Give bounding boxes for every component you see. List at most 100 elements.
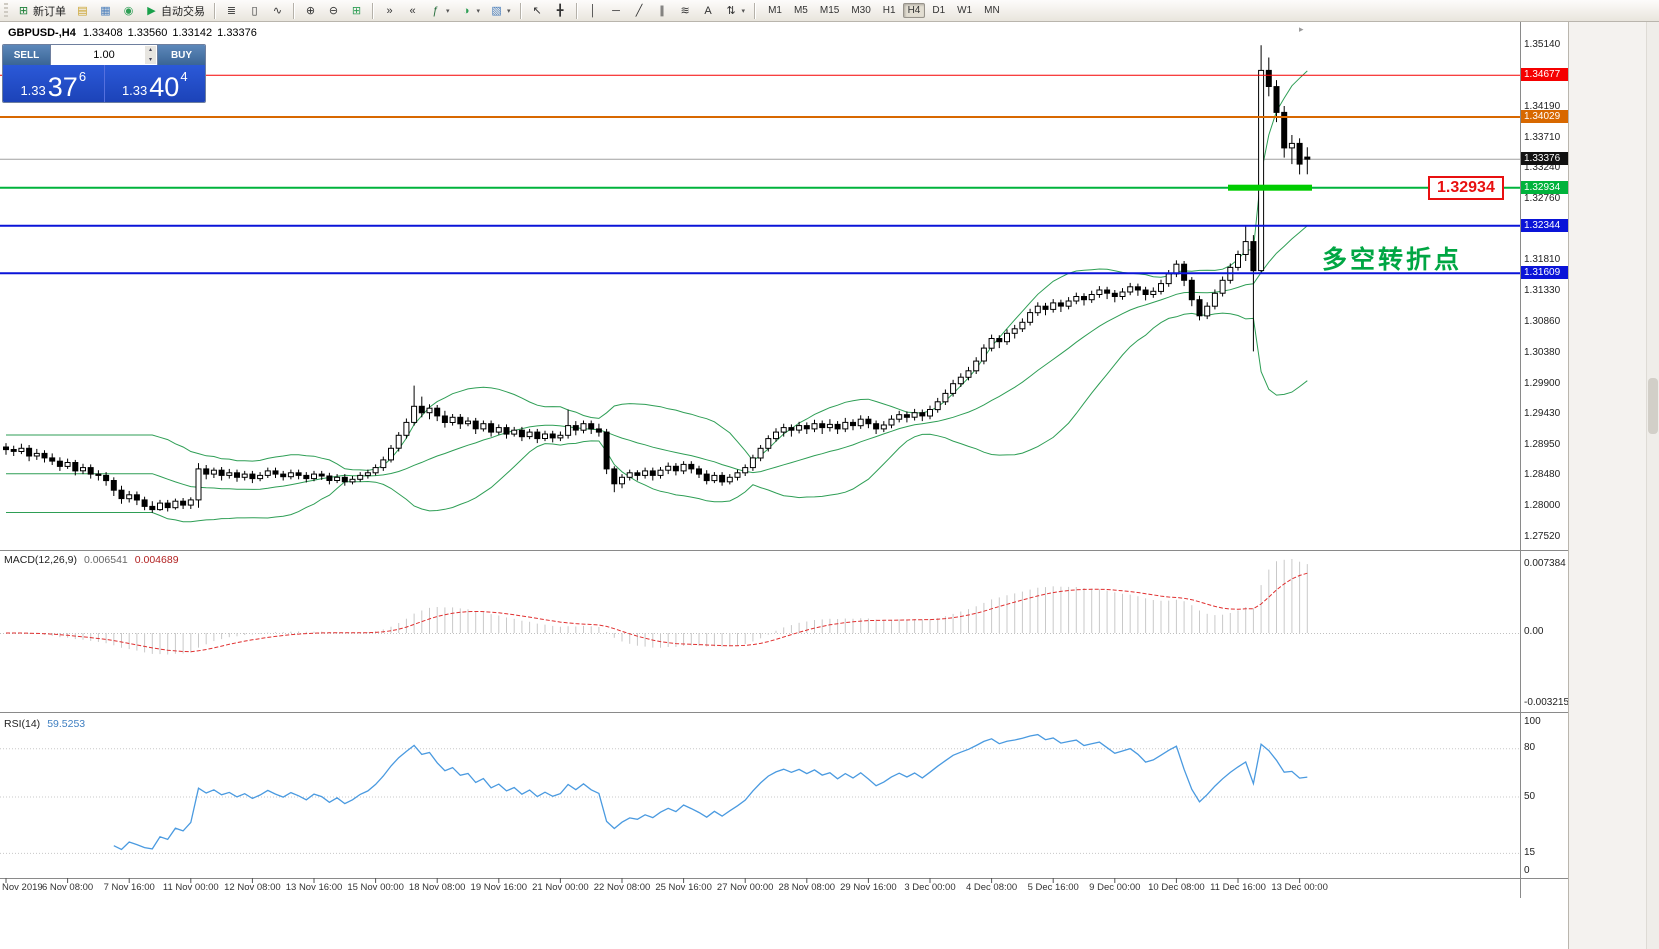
auto-trading-button[interactable]: ▶ 自动交易 — [140, 1, 210, 21]
time-axis-label: 3 Dec 00:00 — [904, 882, 956, 893]
auto-scroll-button[interactable]: » — [378, 1, 401, 21]
timeframe-h1[interactable]: H1 — [882, 5, 896, 16]
time-axis-label: 6 Nov 08:00 — [41, 882, 94, 893]
timeframe-m5[interactable]: M5 — [793, 5, 808, 16]
periods-icon: ◑ — [462, 4, 470, 17]
chart-title: GBPUSD-,H4 1.33408 1.33560 1.33142 1.33376 — [8, 27, 262, 39]
macd-signal-value: 0.004689 — [134, 554, 179, 566]
zoom-in-button[interactable]: ⊕ — [299, 1, 322, 21]
price-tick: 1.34190 — [1524, 100, 1561, 112]
spinner-down-icon[interactable]: ▾ — [148, 57, 152, 63]
scrollbar-thumb[interactable] — [1648, 378, 1658, 434]
buy-button[interactable]: BUY — [158, 45, 205, 65]
time-axis-label: 11 Nov 00:00 — [162, 882, 219, 893]
toolbar-grip[interactable] — [4, 2, 8, 19]
price-label-object[interactable]: 1.32934 — [1428, 176, 1504, 200]
time-axis-label: 29 Nov 16:00 — [840, 882, 897, 893]
chart-shift-button[interactable]: « — [401, 1, 424, 21]
timeframe-m30[interactable]: M30 — [851, 5, 871, 16]
current-price-badge: 1.33376 — [1521, 152, 1568, 166]
bar-chart-button[interactable]: ≣ — [220, 1, 243, 21]
toolbar-separator — [372, 2, 374, 19]
buy-price[interactable]: 1.33 40 4 — [103, 65, 206, 102]
timeframe-m15[interactable]: M15 — [819, 5, 840, 16]
price-level-badge: 1.32934 — [1521, 180, 1568, 194]
templates-button[interactable]: ▧ ▾ — [485, 1, 516, 21]
time-axis-label: 19 Nov 16:00 — [470, 882, 528, 893]
sell-price-prefix: 1.33 — [20, 83, 46, 98]
new-order-button[interactable]: ⊞ 新订单 — [12, 1, 71, 21]
zoom-in-icon: ⊕ — [305, 4, 316, 17]
channel-icon: ∥ — [659, 4, 665, 17]
periods-button[interactable]: ◑ ▾ — [455, 1, 486, 21]
crosshair-button[interactable]: ╋ — [549, 1, 572, 21]
toolbar-separator — [293, 2, 295, 19]
time-axis-label: 18 Nov 08:00 — [408, 882, 466, 893]
sell-price[interactable]: 1.33 37 6 — [3, 65, 104, 102]
line-chart-button[interactable]: ∿ — [266, 1, 289, 21]
timeframe-m1[interactable]: M1 — [768, 5, 782, 16]
candles-layer — [3, 45, 1311, 513]
bar-chart-icon: ≣ — [226, 4, 237, 17]
text-button[interactable]: A — [697, 1, 720, 21]
sell-button[interactable]: SELL — [3, 45, 50, 65]
chevron-down-icon: ▾ — [741, 7, 746, 15]
zoom-out-button[interactable]: ⊖ — [322, 1, 345, 21]
indicators-button[interactable]: ƒ ▾ — [424, 1, 455, 21]
price-tick: 1.30860 — [1524, 315, 1561, 327]
chart-annotation-text[interactable]: 多空转折点 — [1322, 246, 1463, 274]
data-window-button[interactable]: ▦ — [94, 1, 117, 21]
rsi-scale-tick: 50 — [1524, 790, 1536, 802]
tile-windows-button[interactable]: ⊞ — [345, 1, 368, 21]
timeframe-w1[interactable]: W1 — [957, 5, 973, 16]
zoom-out-icon: ⊖ — [328, 4, 339, 17]
crosshair-icon: ╋ — [556, 4, 564, 17]
price-tick: 1.33710 — [1524, 131, 1561, 143]
toolbar-separator — [519, 2, 522, 19]
channel-button[interactable]: ∥ — [651, 1, 674, 21]
time-axis-label: 5 Dec 16:00 — [1027, 882, 1079, 893]
volume-spinner[interactable]: ▴ ▾ — [145, 46, 156, 64]
price-tick: 1.33240 — [1524, 161, 1561, 173]
spinner-up-icon[interactable]: ▴ — [148, 47, 152, 53]
fibonacci-button[interactable]: ≋ — [674, 1, 697, 21]
price-tick: 1.27520 — [1524, 531, 1561, 543]
strategy-tester-button[interactable]: ◉ — [117, 1, 140, 21]
ohlc-open: 1.33408 — [82, 27, 123, 39]
timeframe-mn[interactable]: MN — [984, 5, 1000, 16]
buy-price-pip: 4 — [180, 69, 188, 84]
macd-signal-line — [6, 572, 1308, 653]
price-chart-canvas[interactable] — [0, 22, 1568, 949]
vertical-line-button[interactable]: │ — [582, 1, 605, 21]
bollinger-bands — [6, 70, 1308, 523]
thick-green-segment[interactable] — [1228, 184, 1312, 191]
vertical-line-icon: │ — [589, 4, 597, 17]
cursor-button[interactable]: ↖ — [526, 1, 549, 21]
candlestick-chart-button[interactable]: ▯ — [243, 1, 266, 21]
macd-scale-tick: 0.00 — [1524, 626, 1544, 637]
horizontal-line-button[interactable]: ─ — [605, 1, 628, 21]
ohlc-close: 1.33376 — [217, 27, 257, 39]
timeframe-h4[interactable]: H4 — [902, 3, 926, 18]
price-tick: 1.31810 — [1524, 254, 1561, 266]
time-axis-label: 13 Dec 00:00 — [1271, 882, 1328, 893]
chart-window[interactable]: GBPUSD-,H4 1.33408 1.33560 1.33142 1.33376 ▸… — [0, 22, 1569, 949]
vertical-scrollbar[interactable] — [1646, 22, 1659, 949]
rsi-name: RSI(14) — [4, 718, 41, 730]
price-level-badge: 1.32344 — [1521, 218, 1568, 232]
price-tick: 1.28950 — [1524, 439, 1561, 451]
price-level-badge: 1.34677 — [1521, 68, 1568, 82]
rsi-indicator-label: RSI(14) 59.5253 — [4, 718, 85, 730]
auto-trading-button-label: 自动交易 — [161, 5, 205, 18]
symbol-period: GBPUSD-,H4 — [8, 27, 76, 39]
time-axis[interactable]: Nov 2019 6 Nov 08:00 7 Nov 16:00 11 Nov 00:… — [0, 878, 1568, 899]
volume-field[interactable]: 1.00 ▴ ▾ — [50, 45, 158, 65]
price-scale[interactable]: 1.35140 1.34190 1.33710 1.33240 1.32760 1.318… — [1521, 22, 1569, 898]
time-axis-label: 15 Nov 00:00 — [347, 882, 404, 893]
trendline-button[interactable]: ╱ — [628, 1, 651, 21]
market-watch-button[interactable]: ▤ — [71, 1, 94, 21]
rsi-scale-tick: 80 — [1524, 742, 1536, 754]
market-watch-icon: ▤ — [77, 4, 88, 17]
arrows-button[interactable]: ⇅ ▾ — [720, 1, 751, 21]
timeframe-d1[interactable]: D1 — [932, 5, 946, 16]
